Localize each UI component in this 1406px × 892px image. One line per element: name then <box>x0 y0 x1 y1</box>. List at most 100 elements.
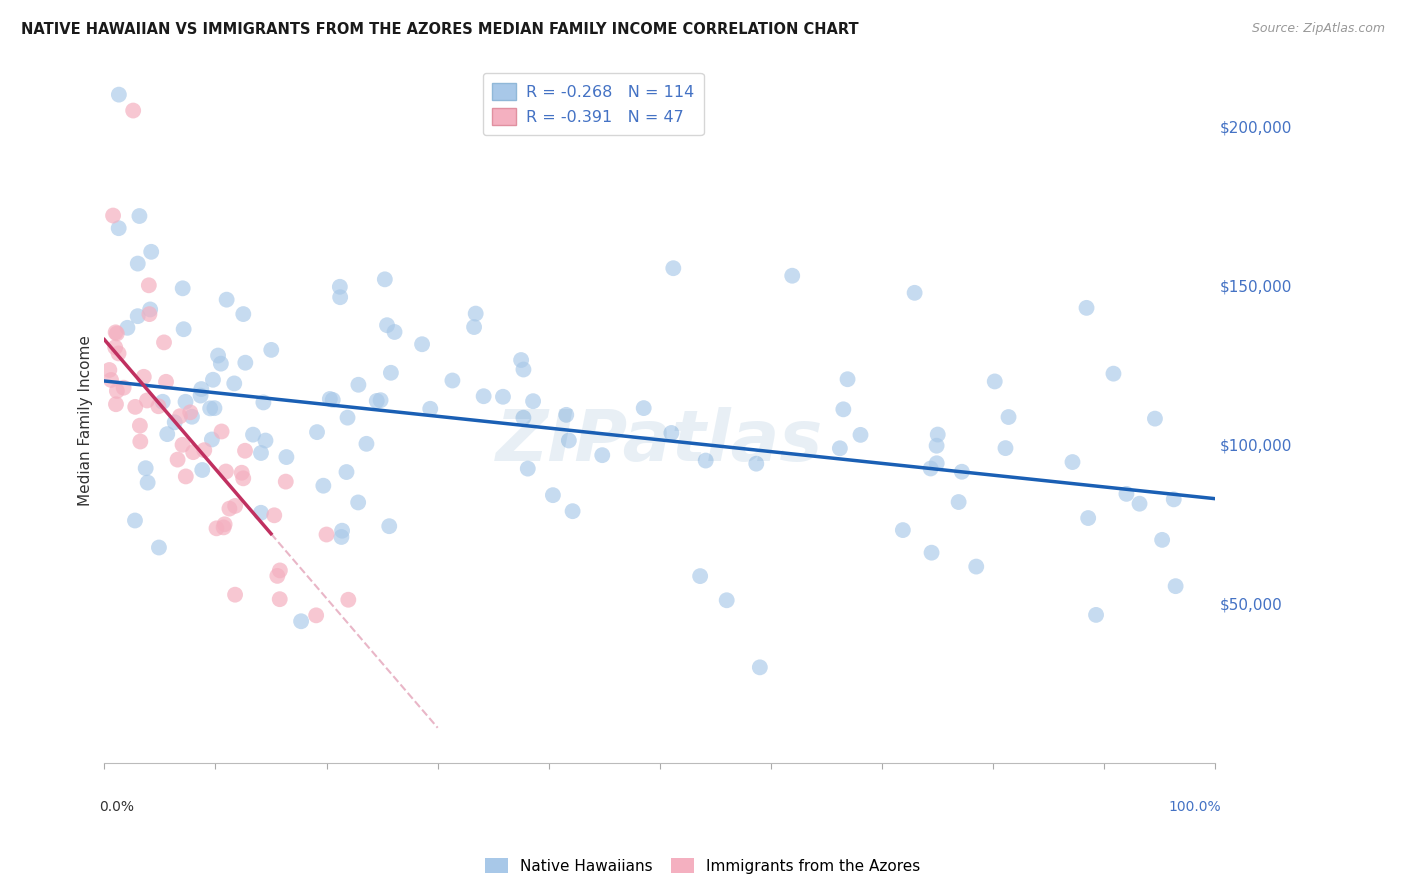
Point <box>849 428 872 442</box>
Point <box>695 453 717 467</box>
Point <box>215 293 238 307</box>
Point <box>132 369 155 384</box>
Point <box>290 614 312 628</box>
Text: Source: ZipAtlas.com: Source: ZipAtlas.com <box>1251 22 1385 36</box>
Point <box>1163 492 1185 507</box>
Point <box>337 592 360 607</box>
Point <box>179 405 201 419</box>
Point <box>380 366 402 380</box>
Point <box>117 320 139 334</box>
Point <box>266 569 288 583</box>
Point <box>492 390 515 404</box>
Point <box>1102 367 1125 381</box>
Point <box>101 209 124 223</box>
Point <box>1076 301 1098 315</box>
Point <box>136 393 159 408</box>
Point <box>1062 455 1084 469</box>
Point <box>319 392 342 406</box>
Point <box>124 514 146 528</box>
Point <box>108 87 131 102</box>
Point <box>512 362 534 376</box>
Point <box>105 384 128 398</box>
Point <box>152 394 174 409</box>
Point <box>983 375 1005 389</box>
Point <box>169 409 191 424</box>
Point <box>128 209 150 223</box>
Point <box>689 569 711 583</box>
Point <box>274 475 297 489</box>
Point <box>191 463 214 477</box>
Point <box>172 438 194 452</box>
Point <box>260 343 283 357</box>
Point <box>1085 607 1108 622</box>
Point <box>305 425 328 439</box>
Point <box>780 268 803 283</box>
Point <box>832 402 855 417</box>
Point <box>633 401 655 416</box>
Point <box>212 520 235 534</box>
Point <box>105 326 128 341</box>
Point <box>174 469 197 483</box>
Point <box>107 346 129 360</box>
Point <box>330 524 353 538</box>
Legend: R = -0.268   N = 114, R = -0.391   N = 47: R = -0.268 N = 114, R = -0.391 N = 47 <box>482 73 703 135</box>
Point <box>250 446 273 460</box>
Text: ZIPatlas: ZIPatlas <box>496 407 824 475</box>
Point <box>156 427 179 442</box>
Point <box>994 441 1017 455</box>
Point <box>207 349 229 363</box>
Point <box>329 290 352 304</box>
Point <box>1143 411 1166 425</box>
Point <box>198 401 221 416</box>
Point <box>322 392 344 407</box>
Point <box>661 425 683 440</box>
Point <box>190 388 212 402</box>
Point <box>305 608 328 623</box>
Point <box>541 488 564 502</box>
Point <box>172 281 194 295</box>
Point <box>378 519 401 533</box>
Point <box>716 593 738 607</box>
Point <box>153 335 176 350</box>
Point <box>419 401 441 416</box>
Point <box>201 373 224 387</box>
Point <box>209 357 232 371</box>
Text: NATIVE HAWAIIAN VS IMMIGRANTS FROM THE AZORES MEDIAN FAMILY INCOME CORRELATION C: NATIVE HAWAIIAN VS IMMIGRANTS FROM THE A… <box>21 22 859 37</box>
Point <box>263 508 285 523</box>
Point <box>561 504 583 518</box>
Point <box>312 479 335 493</box>
Point <box>122 103 145 118</box>
Point <box>512 410 534 425</box>
Point <box>745 457 768 471</box>
Point <box>662 261 685 276</box>
Point <box>510 353 533 368</box>
Point <box>997 410 1019 425</box>
Point <box>891 523 914 537</box>
Point <box>233 356 256 370</box>
Point <box>374 272 396 286</box>
Point <box>522 394 544 409</box>
Point <box>204 401 226 416</box>
Point <box>925 439 948 453</box>
Point <box>232 307 254 321</box>
Point <box>181 409 204 424</box>
Point <box>269 563 291 577</box>
Point <box>231 466 253 480</box>
Point <box>837 372 859 386</box>
Point <box>1115 487 1137 501</box>
Point <box>215 465 238 479</box>
Point <box>828 442 851 456</box>
Point <box>441 374 464 388</box>
Point <box>411 337 433 351</box>
Point <box>224 588 246 602</box>
Point <box>464 307 486 321</box>
Point <box>211 425 233 439</box>
Point <box>921 546 943 560</box>
Point <box>1128 497 1150 511</box>
Point <box>224 499 246 513</box>
Point <box>124 400 146 414</box>
Point <box>135 461 157 475</box>
Point <box>233 443 256 458</box>
Point <box>201 433 224 447</box>
Point <box>100 373 122 387</box>
